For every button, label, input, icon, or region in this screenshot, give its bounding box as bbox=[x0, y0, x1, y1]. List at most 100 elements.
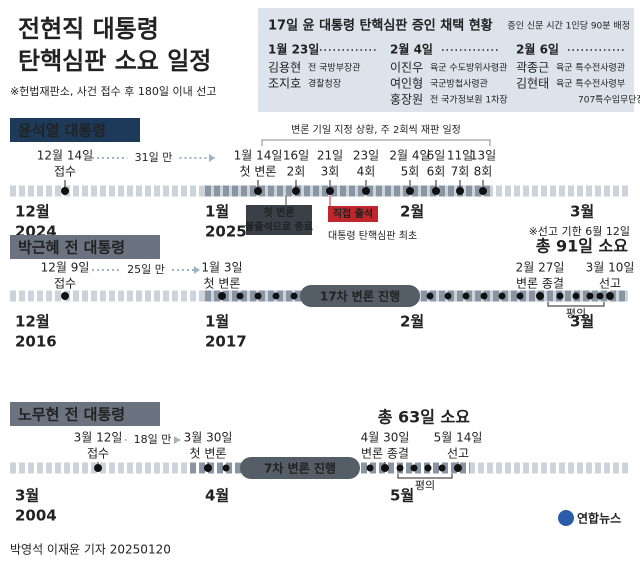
event-label: 첫 변론 bbox=[240, 165, 277, 179]
month-label: 12월 bbox=[15, 313, 50, 331]
logo-text: 연합뉴스 bbox=[577, 511, 621, 526]
event-dot bbox=[204, 464, 212, 472]
hearing-dot bbox=[498, 292, 506, 300]
callout-box bbox=[246, 205, 312, 235]
hearing-dot bbox=[438, 464, 446, 472]
event-dot bbox=[479, 187, 487, 195]
callout-caption: 대통령 탄핵심판 최초 bbox=[328, 230, 417, 242]
witness-subtitle: 증인 신문 시간 1인당 90분 배정 bbox=[507, 21, 630, 32]
event-dot bbox=[292, 187, 300, 195]
witness-name: 여인형 bbox=[390, 77, 423, 91]
event-dot bbox=[94, 464, 102, 472]
event-label: 선고 bbox=[599, 277, 621, 291]
total-duration: 총 63일 소요 bbox=[378, 408, 471, 427]
event-dot bbox=[454, 464, 462, 472]
hearing-dot bbox=[236, 292, 244, 300]
event-date: 16일 bbox=[283, 149, 309, 163]
event-label: 4회 bbox=[357, 165, 376, 179]
hearing-dot bbox=[556, 292, 564, 300]
hearing-dot bbox=[480, 292, 488, 300]
event-label: 첫 변론 bbox=[190, 447, 227, 461]
month-label: 1월 bbox=[205, 203, 229, 221]
event-date: 11일 bbox=[447, 149, 473, 163]
witness-name: 홍장원 bbox=[390, 93, 423, 107]
event-dot bbox=[432, 187, 440, 195]
event-dot bbox=[61, 292, 69, 300]
event-date: 1월 3일 bbox=[201, 261, 242, 275]
gap-label: 18일 만 bbox=[134, 432, 172, 446]
section-label-box bbox=[10, 235, 160, 259]
deliberation-bracket bbox=[397, 474, 453, 479]
hearing-dot bbox=[272, 292, 280, 300]
event-label: 접수 bbox=[87, 447, 109, 461]
event-label: 5회 bbox=[401, 165, 420, 179]
hearing-dot bbox=[290, 292, 298, 300]
hearing-dot bbox=[222, 464, 230, 472]
hearing-dot bbox=[396, 464, 404, 472]
gap-arrowhead bbox=[194, 266, 200, 274]
gap-label: 31일 만 bbox=[135, 150, 173, 164]
year-label: 2017 bbox=[205, 333, 247, 351]
event-dot bbox=[61, 187, 69, 195]
event-date: 3월 12일 bbox=[74, 431, 123, 445]
event-dot bbox=[381, 464, 389, 472]
witness-date: 2월 4일 bbox=[390, 42, 433, 57]
hearing-dot bbox=[254, 292, 262, 300]
event-dot bbox=[406, 187, 414, 195]
hearing-dot bbox=[410, 464, 418, 472]
event-dot bbox=[326, 187, 334, 195]
event-date: 21일 bbox=[317, 149, 343, 163]
witness-role: 국군방첩사령관 bbox=[430, 78, 488, 90]
progress-label: 7차 변론 진행 bbox=[264, 461, 336, 476]
callout-box bbox=[328, 206, 378, 222]
header-note: ※헌법재판소, 사건 접수 후 180일 이내 선고 bbox=[10, 84, 217, 98]
event-label: 6회 bbox=[427, 165, 446, 179]
witness-name: 이진우 bbox=[390, 61, 423, 75]
event-date: 6일 bbox=[427, 149, 446, 163]
witness-name: 김용현 bbox=[268, 61, 301, 75]
event-dot bbox=[456, 187, 464, 195]
progress-pill bbox=[240, 457, 360, 479]
event-date: 3월 10일 bbox=[586, 261, 635, 275]
month-label: 1월 bbox=[205, 313, 229, 331]
gap-label: 25일 만 bbox=[127, 262, 165, 276]
event-date: 12월 9일 bbox=[41, 261, 90, 275]
hearing-dot bbox=[572, 292, 580, 300]
event-date: 23일 bbox=[353, 149, 379, 163]
witness-date: 1월 23일 bbox=[268, 42, 319, 57]
witness-role: 육군 특수전사령관 bbox=[556, 62, 625, 74]
deliberation-label: 평의 bbox=[415, 479, 435, 492]
witness-name: 김현태 bbox=[516, 77, 549, 91]
deliberation-bracket bbox=[547, 302, 605, 307]
event-date: 2월 27일 bbox=[516, 261, 565, 275]
event-label: 변론 종결 bbox=[516, 277, 564, 291]
total-duration: 총 91일 소요 bbox=[536, 237, 629, 256]
witness-date: 2월 6일 bbox=[516, 42, 559, 57]
section-label-box bbox=[10, 402, 160, 426]
event-label: 선고 bbox=[447, 447, 469, 461]
section-label-box bbox=[10, 118, 140, 142]
month-label: 3월 bbox=[570, 203, 594, 221]
hearing-dot bbox=[424, 464, 432, 472]
hearing-dot bbox=[596, 292, 604, 300]
event-label: 첫 변론 bbox=[204, 277, 241, 291]
event-label: 접수 bbox=[54, 277, 76, 291]
witness-name: 곽종근 bbox=[516, 61, 549, 75]
witness-role: 707특수임무단장 bbox=[578, 94, 640, 106]
deadline-note: ※선고 기한 6월 12일 bbox=[529, 224, 630, 238]
callout-text: 불출석으로 종료 bbox=[245, 220, 313, 233]
event-label: 7회 bbox=[451, 165, 470, 179]
witness-role: 경찰청장 bbox=[308, 78, 341, 90]
title-line: 탄핵심판 소요 일정 bbox=[18, 47, 211, 75]
witness-role: 육군 특수전사령부 bbox=[556, 78, 625, 90]
event-label: 8회 bbox=[474, 165, 493, 179]
month-label: 2월 bbox=[400, 203, 424, 221]
hearing-dot bbox=[444, 292, 452, 300]
event-date: 4월 30일 bbox=[361, 431, 410, 445]
title-line: 전현직 대통령 bbox=[18, 15, 159, 43]
event-dot bbox=[218, 292, 226, 300]
event-label: 2회 bbox=[287, 165, 306, 179]
hearing-dot bbox=[366, 464, 374, 472]
witness-name: 조지호 bbox=[268, 77, 301, 91]
event-date: 3월 30일 bbox=[184, 431, 233, 445]
